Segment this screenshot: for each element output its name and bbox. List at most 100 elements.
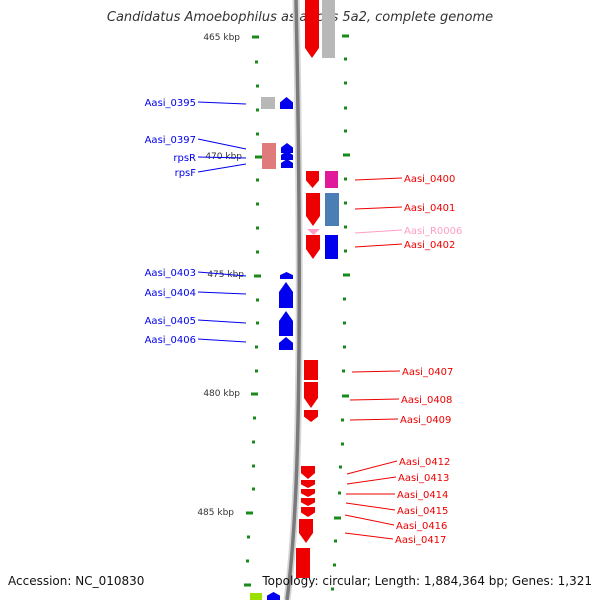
leader-line xyxy=(351,370,401,373)
gene-aasi-0403 xyxy=(280,272,293,279)
label-aasi-0415: Aasi_0415 xyxy=(397,506,448,517)
gene-forward-top-tip xyxy=(305,30,319,58)
gene-aasi-0413 xyxy=(301,480,315,488)
scale-tick xyxy=(331,587,334,591)
scale-tick xyxy=(256,84,259,88)
scale-tick xyxy=(344,201,347,205)
label-aasi-0407: Aasi_0407 xyxy=(402,367,453,378)
gene-aasi-0415 xyxy=(301,498,315,506)
scale-tick xyxy=(338,491,341,495)
leader-line xyxy=(349,398,400,401)
label-aasi-0395: Aasi_0395 xyxy=(145,98,196,109)
leader-line xyxy=(197,291,247,295)
feature-blue-0402 xyxy=(325,235,338,259)
label-aasi-0397: Aasi_0397 xyxy=(145,135,196,146)
scale-tick xyxy=(341,418,344,422)
scale-tick xyxy=(256,132,259,136)
leader-line xyxy=(346,476,397,485)
leader-line xyxy=(344,532,394,540)
label-aasi-0409: Aasi_0409 xyxy=(400,415,451,426)
feature-green-bottom xyxy=(250,593,262,600)
scale-tick xyxy=(256,250,259,254)
label-aasi-0403: Aasi_0403 xyxy=(145,268,196,279)
scale-tick xyxy=(252,440,255,444)
accession-text: Accession: NC_010830 xyxy=(8,574,145,588)
scale-label: 485 kbp xyxy=(197,508,234,518)
scale-tick xyxy=(254,274,261,278)
scale-tick xyxy=(342,369,345,373)
gene-aasi-0417 xyxy=(299,519,313,543)
gene-aasi-0408 xyxy=(304,382,318,408)
scale-tick xyxy=(342,394,349,398)
scale-tick xyxy=(341,442,344,446)
scale-tick xyxy=(252,487,255,491)
scale-tick xyxy=(252,35,259,39)
scale-tick xyxy=(344,129,347,133)
gene-aasi-0404 xyxy=(279,282,293,308)
leader-line xyxy=(197,138,247,150)
scale-tick xyxy=(334,539,337,543)
scale-tick xyxy=(256,202,259,206)
leader-line xyxy=(346,460,398,475)
gene-aasi-0397 xyxy=(281,143,293,153)
leader-line xyxy=(197,319,247,324)
leader-line xyxy=(354,229,403,234)
leader-line xyxy=(197,338,247,343)
label-aasi-0412: Aasi_0412 xyxy=(399,457,450,468)
label-aasi-0408: Aasi_0408 xyxy=(401,395,452,406)
leader-line xyxy=(197,163,247,173)
gene-aasi-0407 xyxy=(304,360,318,380)
label-aasi-0413: Aasi_0413 xyxy=(398,473,449,484)
leader-line xyxy=(349,418,399,421)
scale-tick xyxy=(343,273,350,277)
gene-aasi-0402 xyxy=(306,235,320,259)
gene-aasi-0395 xyxy=(280,97,293,109)
gene-aasi-0414 xyxy=(301,489,315,497)
scale-tick xyxy=(339,465,342,469)
scale-tick xyxy=(344,106,347,110)
scale-tick xyxy=(255,60,258,64)
label-aasi-r0006: Aasi_R0006 xyxy=(404,226,462,237)
scale-tick xyxy=(334,516,341,520)
gene-rpsf xyxy=(281,159,293,168)
scale-label: 465 kbp xyxy=(203,33,240,43)
gene-aasi-0416 xyxy=(301,507,315,517)
scale-tick xyxy=(244,583,251,587)
label-aasi-0417: Aasi_0417 xyxy=(395,535,446,546)
scale-tick xyxy=(344,249,347,253)
scale-tick xyxy=(255,155,262,159)
scale-tick xyxy=(343,345,346,349)
label-rpsf: rpsF xyxy=(175,168,197,179)
scale-tick xyxy=(344,177,347,181)
label-aasi-0404: Aasi_0404 xyxy=(145,288,196,299)
feature-magenta-0400 xyxy=(325,171,338,188)
leader-line xyxy=(344,514,395,526)
label-aasi-0416: Aasi_0416 xyxy=(396,521,447,532)
leader-line xyxy=(197,156,247,159)
scale-label: 475 kbp xyxy=(207,270,244,280)
leader-line xyxy=(345,502,396,511)
gene-forward-bottom xyxy=(296,548,310,578)
gene-aasi-0406 xyxy=(279,337,293,350)
scale-tick xyxy=(255,369,258,373)
gene-rpsr xyxy=(281,151,293,160)
label-aasi-0402: Aasi_0402 xyxy=(404,240,455,251)
topology-text: Topology: circular; Length: 1,884,364 bp… xyxy=(262,574,592,588)
scale-tick xyxy=(246,511,253,515)
rrna-aasi-r0006 xyxy=(307,229,320,235)
scale-tick xyxy=(342,34,349,38)
gene-aasi-0409 xyxy=(304,410,318,422)
scale-tick xyxy=(344,57,347,61)
leader-line xyxy=(197,271,247,277)
leader-line xyxy=(354,206,403,210)
scale-label: 470 kbp xyxy=(205,152,242,162)
scale-label: 480 kbp xyxy=(203,389,240,399)
label-aasi-0406: Aasi_0406 xyxy=(145,335,196,346)
scale-tick xyxy=(247,535,250,539)
genome-title: Candidatus Amoebophilus asiaticus 5a2, c… xyxy=(106,10,494,25)
scale-tick xyxy=(256,108,259,112)
feature-pink-0397 xyxy=(262,143,276,169)
scale-tick xyxy=(256,321,259,325)
leader-line xyxy=(354,177,403,181)
